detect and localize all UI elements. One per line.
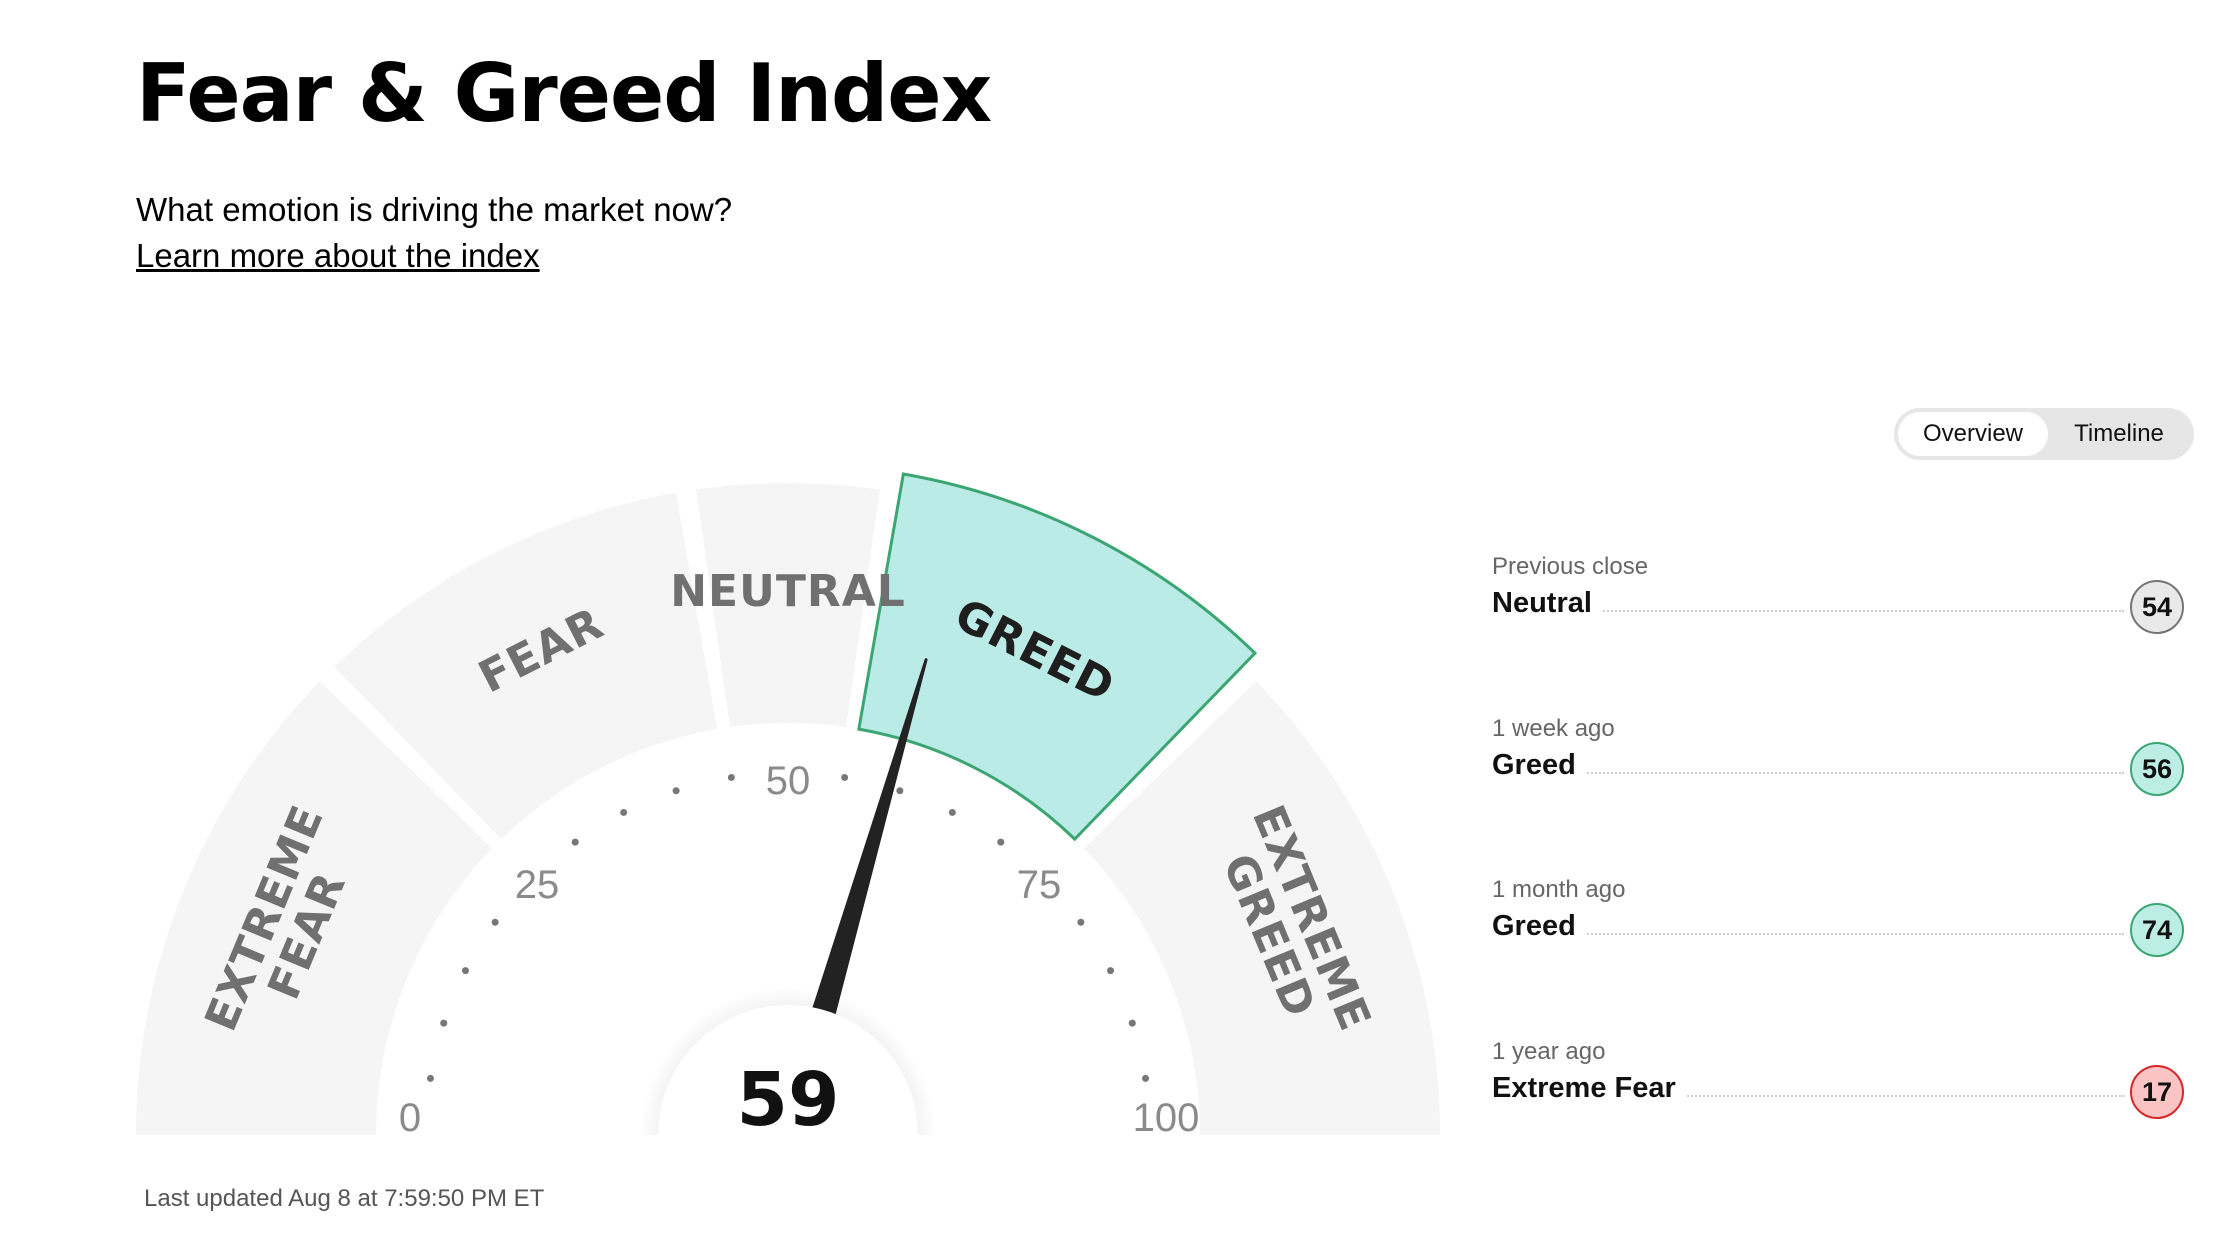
page-title: Fear & Greed Index	[136, 47, 992, 140]
history-1-month-ago: 1 month ago Greed 74	[1492, 876, 2184, 976]
gauge-dot-tick	[1142, 1074, 1150, 1082]
dotted-leader	[1492, 933, 2124, 935]
history-badge: 74	[2130, 903, 2184, 957]
gauge-segment-extreme-fear	[136, 681, 493, 1135]
gauge-segment-neutral	[696, 483, 880, 728]
gauge-tick-label: 100	[1133, 1096, 1200, 1140]
gauge-score: 59	[737, 1057, 840, 1143]
learn-more-link[interactable]: Learn more about the index	[136, 237, 540, 274]
history-when: Previous close	[1492, 553, 1649, 580]
dotted-leader	[1492, 772, 2124, 774]
history-badge: 17	[2130, 1065, 2184, 1119]
gauge-dot-tick	[1077, 918, 1085, 926]
history-rating: Greed	[1492, 910, 1586, 943]
history-rating: Extreme Fear	[1492, 1072, 1686, 1105]
history-when: 1 month ago	[1492, 876, 1626, 903]
gauge-dot-tick	[571, 838, 579, 846]
gauge-dot-tick	[997, 838, 1005, 846]
gauge-tick-label: 75	[1017, 863, 1062, 907]
dotted-leader	[1492, 1095, 2124, 1097]
gauge-dot-tick	[1128, 1019, 1136, 1027]
history-1-year-ago: 1 year ago Extreme Fear 17	[1492, 1038, 2184, 1138]
last-updated: Last updated Aug 8 at 7:59:50 PM ET	[144, 1185, 545, 1212]
history-when: 1 week ago	[1492, 715, 1615, 742]
gauge-dot-tick	[491, 918, 499, 926]
page-subtitle: What emotion is driving the market now?	[136, 191, 733, 228]
gauge-segment-extreme-greed	[1083, 681, 1440, 1135]
history-previous-close: Previous close Neutral 54	[1492, 553, 2184, 653]
history-rating: Neutral	[1492, 587, 1602, 620]
gauge-tick-label: 0	[399, 1096, 421, 1140]
history-badge: 56	[2130, 742, 2184, 796]
gauge-tick-label: 50	[766, 759, 811, 803]
history-1-week-ago: 1 week ago Greed 56	[1492, 715, 2184, 815]
history-when: 1 year ago	[1492, 1038, 1606, 1065]
tab-timeline[interactable]: Timeline	[2074, 420, 2164, 447]
gauge-base-mask	[0, 1135, 2234, 1240]
dotted-leader	[1492, 610, 2124, 612]
gauge-dot-tick	[727, 773, 735, 781]
tab-overview[interactable]: Overview	[1898, 412, 2048, 456]
gauge-dot-tick	[1107, 967, 1115, 975]
gauge-dot-tick	[841, 773, 849, 781]
gauge-dot-tick	[426, 1074, 434, 1082]
gauge-dot-tick	[948, 808, 956, 816]
gauge-tick-label: 25	[515, 863, 560, 907]
gauge-dot-tick	[461, 967, 469, 975]
gauge-segment-greed-active	[857, 472, 1258, 842]
gauge-segment-fear	[334, 492, 718, 840]
gauge-dot-tick	[620, 808, 628, 816]
gauge-dot-tick	[672, 787, 680, 795]
history-rating: Greed	[1492, 749, 1586, 782]
gauge-label-neutral: NEUTRAL	[670, 566, 906, 617]
gauge-dot-tick	[896, 787, 904, 795]
gauge-dot-tick	[440, 1019, 448, 1027]
history-badge: 54	[2130, 580, 2184, 634]
view-toggle: Overview Timeline	[1894, 408, 2194, 460]
